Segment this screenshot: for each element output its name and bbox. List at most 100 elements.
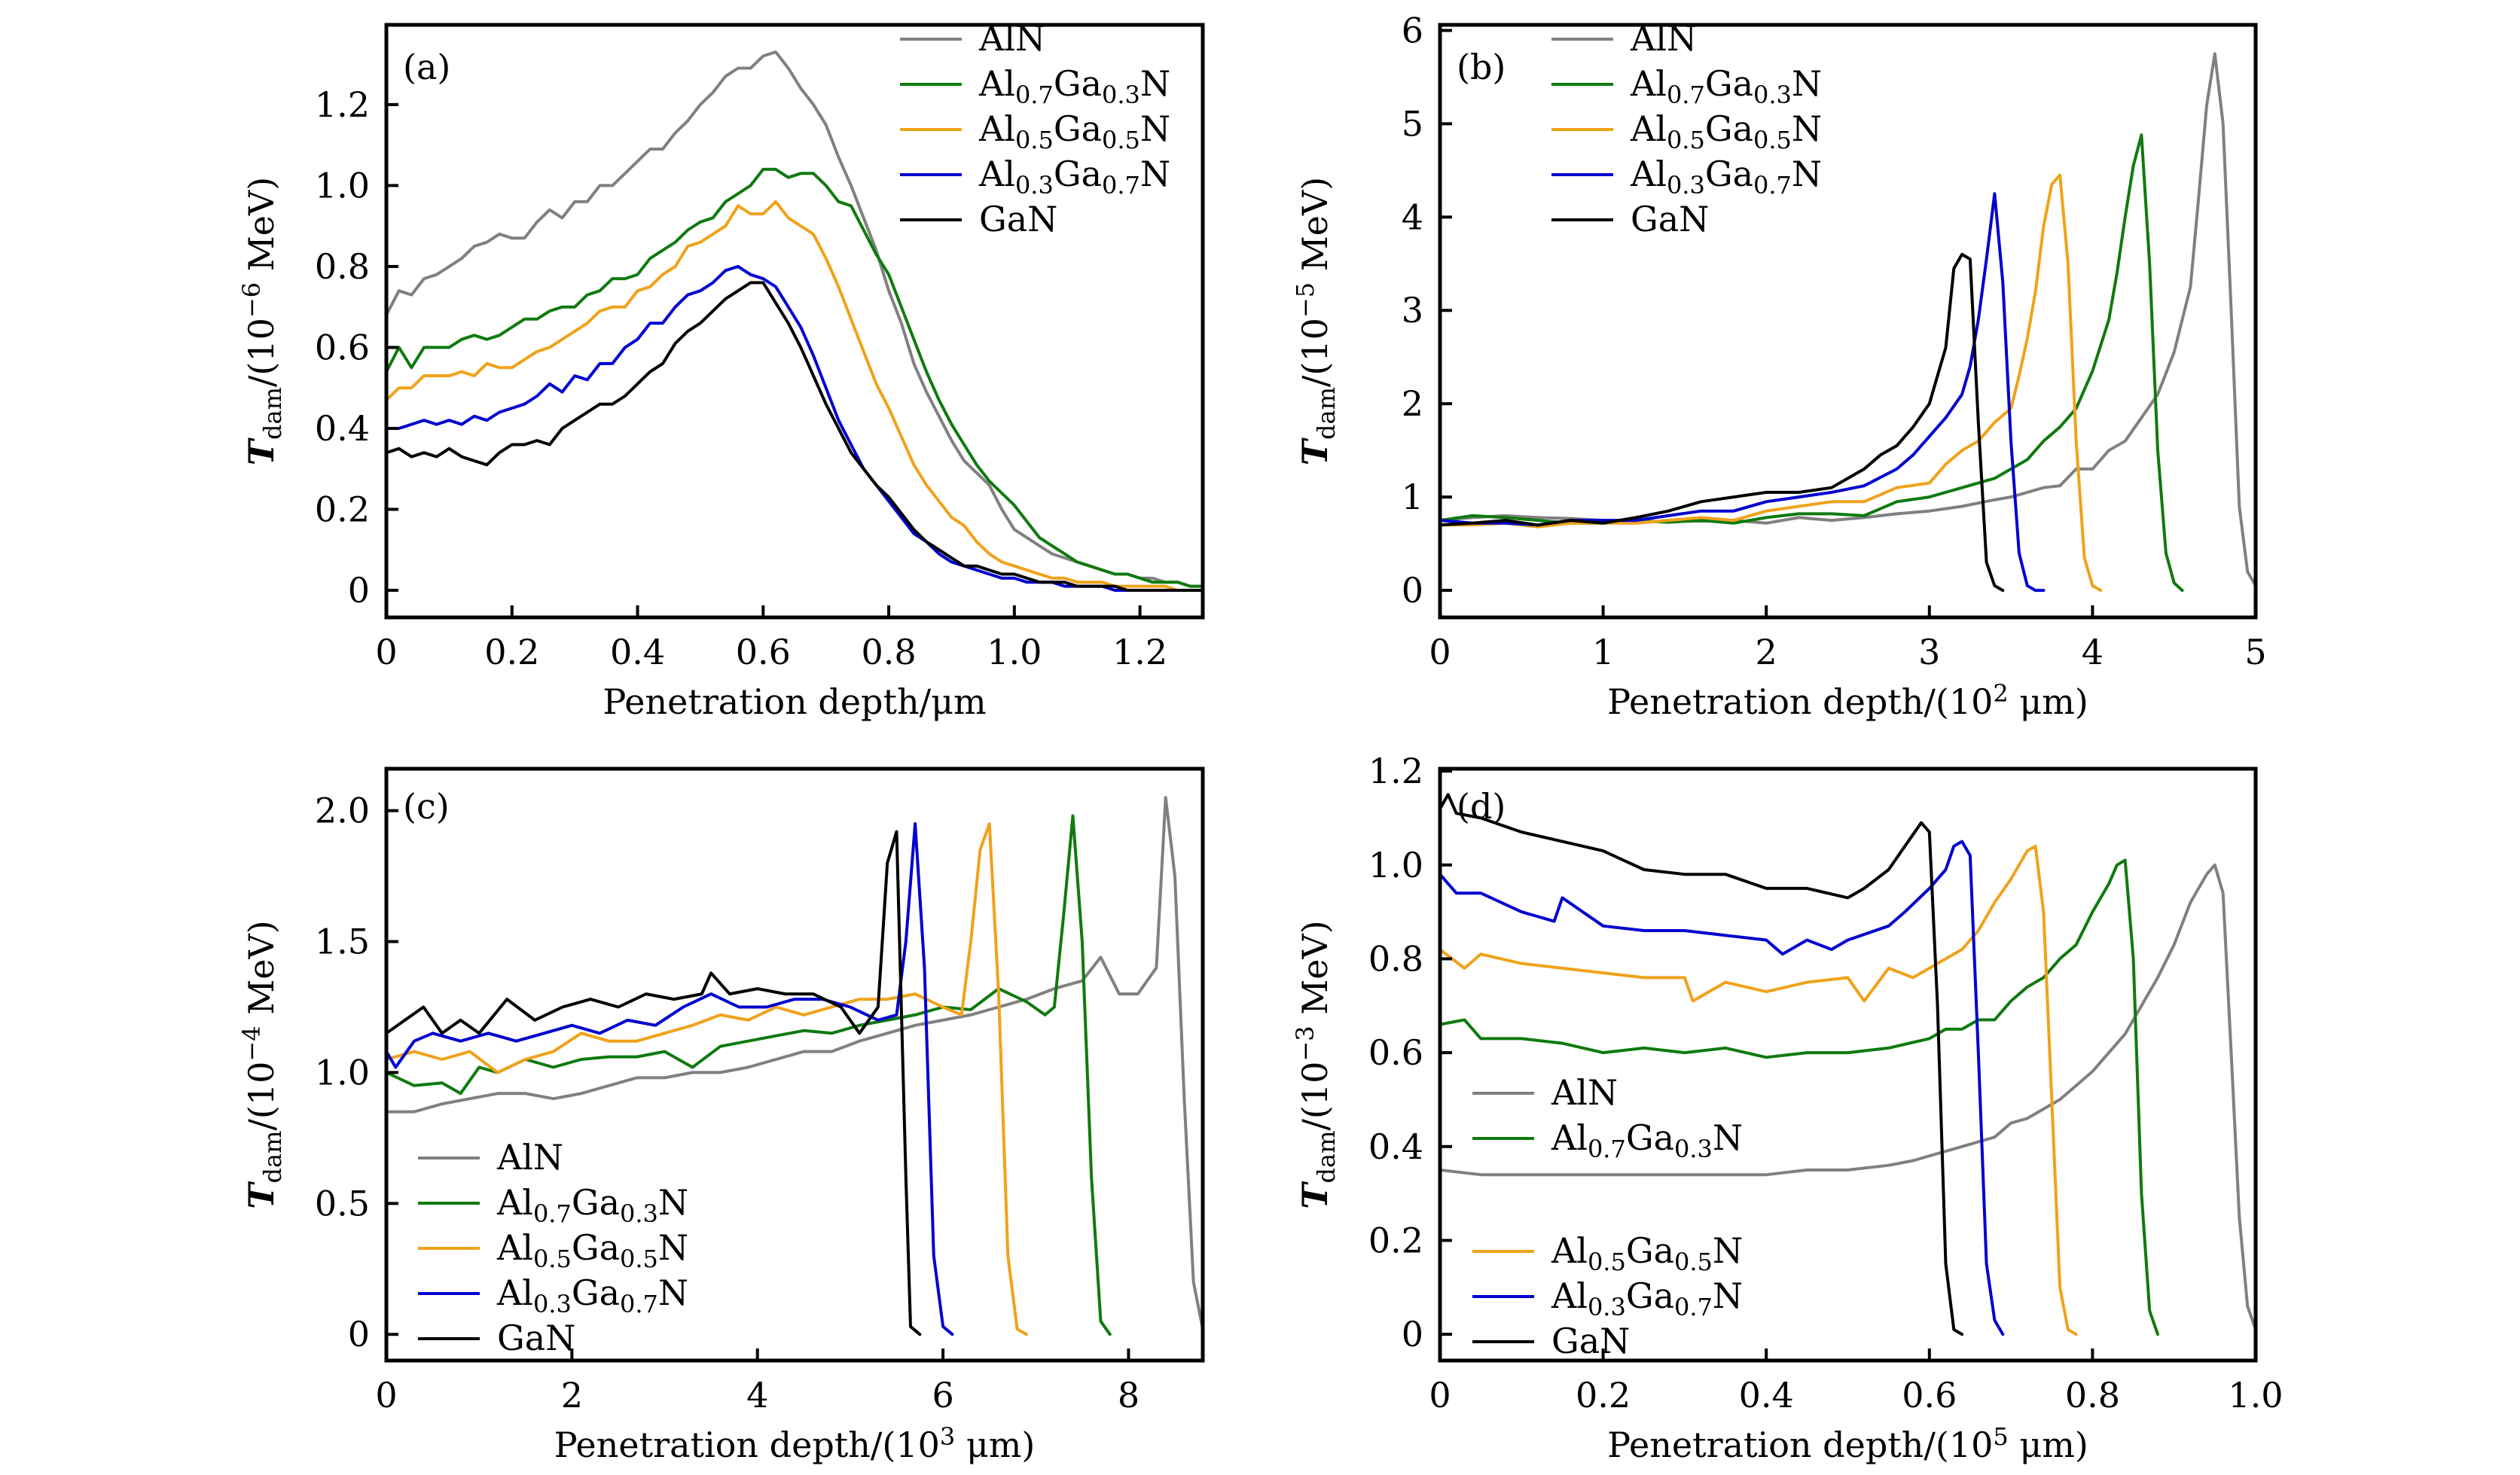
series-line-GaN (386, 830, 922, 1336)
x-tick-label: 0.8 (2065, 1375, 2120, 1416)
legend-item: Al0.5Ga0.5N (1472, 1230, 1743, 1276)
y-tick-label: 3 (1402, 290, 1423, 331)
y-tick-label: 0.6 (1368, 1032, 1423, 1073)
legend-label: Al0.3Ga0.7N (1551, 1275, 1743, 1321)
legend-item: Al0.7Ga0.3N (1551, 63, 1822, 109)
legend-item: AlN (418, 1137, 563, 1178)
legend-label: Al0.7Ga0.3N (1630, 63, 1822, 109)
series-line-Al05Ga05N (386, 822, 1028, 1336)
series-line-Al03Ga07N (386, 264, 1203, 592)
x-tick-label: 1.2 (1112, 632, 1167, 672)
y-tick-label: 0 (348, 570, 370, 611)
legend-item: AlN (1472, 1072, 1618, 1113)
axes-frame (384, 766, 1205, 1363)
x-tick-label: 6 (932, 1375, 953, 1416)
x-tick-label: 0 (1429, 1375, 1451, 1416)
x-tick-label: 1.0 (2228, 1375, 2283, 1416)
x-axis-label: Penetration depth/μm (603, 681, 986, 722)
y-tick-label: 0.5 (315, 1183, 370, 1224)
legend-item: Al0.7Ga0.3N (418, 1182, 688, 1228)
y-tick-label: 1.2 (315, 84, 370, 125)
series-group (386, 50, 1203, 592)
legend-label: Al0.3Ga0.7N (496, 1272, 688, 1318)
legend-item: Al0.3Ga0.7N (1472, 1275, 1743, 1321)
series-line-GaN (1440, 252, 2005, 593)
series-line-GaN (386, 281, 1203, 592)
y-tick-label: 5 (1402, 103, 1423, 144)
legend-label: Al0.5Ga0.5N (1551, 1230, 1743, 1276)
x-tick-label: 0.4 (610, 632, 665, 672)
series-line-Al03Ga07N (1440, 840, 2005, 1336)
series-line-GaN (1440, 793, 1964, 1336)
series-line-AlN (1440, 52, 2256, 587)
x-axis-label: Penetration depth/(103 μm) (554, 1422, 1036, 1465)
legend-label: Al0.5Ga0.5N (978, 108, 1170, 154)
x-tick-label: 4 (2082, 632, 2104, 672)
legend-label: Al0.3Ga0.7N (1630, 154, 1822, 200)
panel-tag: (d) (1457, 786, 1506, 827)
series-line-Al05Ga05N (386, 200, 1203, 592)
y-tick-label: 1.0 (1368, 845, 1423, 885)
x-tick-label: 1 (1592, 632, 1614, 672)
y-tick-label: 0.4 (315, 408, 370, 449)
y-tick-label: 0.4 (1368, 1126, 1423, 1167)
legend-item: GaN (1472, 1321, 1630, 1361)
y-axis-label: Tdam/(10−4 MeV) (237, 920, 287, 1208)
legend-label: Al0.5Ga0.5N (1630, 108, 1822, 154)
series-line-AlN (1440, 863, 2256, 1331)
y-tick-label: 1.2 (1368, 751, 1423, 791)
y-tick-label: 1.0 (315, 1052, 370, 1093)
legend-item: Al0.5Ga0.5N (900, 108, 1170, 154)
x-axis-label: Penetration depth/(105 μm) (1607, 1422, 2088, 1465)
x-tick-label: 5 (2244, 632, 2266, 672)
series-group (386, 796, 1203, 1336)
legend-label: GaN (1631, 199, 1709, 239)
y-axis-label: Tdam/(10−3 MeV) (1291, 920, 1341, 1208)
y-tick-label: 0.8 (1368, 938, 1423, 979)
series-line-Al03Ga07N (1440, 192, 2046, 593)
y-axis-label: Tdam/(10−6 MeV) (237, 177, 287, 465)
y-tick-label: 2.0 (315, 791, 370, 831)
legend-item: GaN (418, 1318, 575, 1358)
legend-item: Al0.7Ga0.3N (900, 63, 1170, 109)
legend-label: Al0.5Ga0.5N (496, 1227, 688, 1273)
x-tick-label: 0.4 (1739, 1375, 1794, 1416)
x-axis-label: Penetration depth/(102 μm) (1607, 679, 2088, 722)
legend-label: GaN (497, 1318, 575, 1358)
x-tick-label: 2 (561, 1375, 583, 1416)
series-line-AlN (386, 50, 1203, 588)
panel-a: 0 0.2 0.4 0.6 0.8 1.0 1.2 0 0.2 0.4 0.6 0.8 1.0 1.2 Pe… (237, 18, 1205, 722)
x-tick-label: 0 (1429, 632, 1451, 672)
x-tick-label: 0.6 (736, 632, 791, 672)
panel-c: 0 2 4 6 8 0 0.5 1.0 1.5 2.0 Penetration depth/(103… (237, 766, 1205, 1465)
x-tick-label: 1.0 (987, 632, 1042, 672)
panel-d: 0 0.2 0.4 0.6 0.8 1.0 0 0.2 0.4 0.6 0.8 1.0 1.2 Penet… (1291, 751, 2284, 1465)
x-tick-label: 2 (1756, 632, 1777, 672)
legend-label: Al0.7Ga0.3N (496, 1182, 688, 1228)
y-tick-label: 0 (348, 1314, 370, 1355)
axes-frame (1438, 766, 2258, 1363)
x-tick-label: 0.2 (484, 632, 539, 672)
legend-label: Al0.7Ga0.3N (978, 63, 1170, 109)
series-line-AlN (386, 796, 1203, 1331)
legend-item: GaN (1551, 199, 1709, 239)
y-tick-label: 0 (1402, 570, 1423, 611)
panel-tag: (c) (403, 786, 450, 827)
legend-item: Al0.3Ga0.7N (1551, 154, 1822, 200)
legend-label: GaN (979, 199, 1057, 239)
series-line-Al03Ga07N (386, 822, 954, 1336)
y-tick-label: 1.5 (315, 922, 370, 962)
x-tick-label: 0.2 (1576, 1375, 1631, 1416)
axes-frame (1438, 23, 2258, 620)
y-tick-label: 0.6 (315, 327, 370, 367)
panel-b: 0 1 2 3 4 5 0 1 2 3 4 5 6 Penetration depth/(102 μm) T… (1291, 10, 2267, 722)
y-tick-label: 6 (1402, 10, 1423, 50)
y-axis-label: Tdam/(10−5 MeV) (1291, 177, 1341, 465)
series-group (1440, 52, 2256, 593)
legend-item: AlN (900, 18, 1045, 59)
series-line-Al05Ga05N (1440, 844, 2078, 1336)
